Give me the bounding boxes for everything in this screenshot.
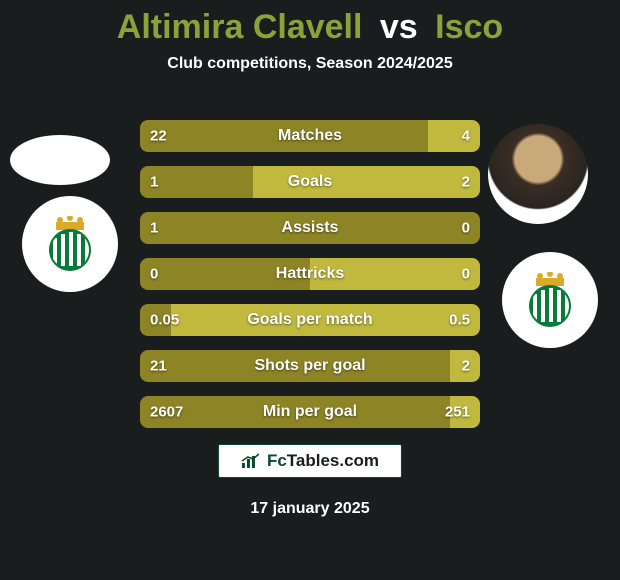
stat-value-right: 4 <box>462 128 470 145</box>
crest-icon <box>42 216 98 272</box>
subtitle: Club competitions, Season 2024/2025 <box>0 55 620 73</box>
comparison-title: Altimira Clavell vs Isco <box>0 0 620 47</box>
player2-avatar <box>488 124 588 224</box>
stat-value-left: 1 <box>150 174 158 191</box>
stat-value-right: 0.5 <box>449 312 470 329</box>
stat-row: 21 2 Shots per goal <box>140 350 480 382</box>
brand-chart-icon <box>241 453 261 469</box>
stat-row: 1 2 Goals <box>140 166 480 198</box>
player1-avatar <box>10 135 110 185</box>
brand-fc: Fc <box>267 451 287 470</box>
stat-value-left: 22 <box>150 128 167 145</box>
player1-club-crest <box>22 196 118 292</box>
stat-label: Shots per goal <box>254 357 365 375</box>
date-text: 17 january 2025 <box>250 500 369 518</box>
stat-label: Min per goal <box>263 403 357 421</box>
stat-value-right: 2 <box>462 174 470 191</box>
stat-value-left: 0 <box>150 266 158 283</box>
stat-value-right: 0 <box>462 220 470 237</box>
stat-label: Matches <box>278 127 342 145</box>
brand-badge: FcTables.com <box>218 444 402 478</box>
stat-label: Goals per match <box>247 311 372 329</box>
stat-value-right: 251 <box>445 404 470 421</box>
stat-row: 1 0 Assists <box>140 212 480 244</box>
stat-value-right: 2 <box>462 358 470 375</box>
stat-row: 2607 251 Min per goal <box>140 396 480 428</box>
vs-text: vs <box>380 8 418 47</box>
stat-bar-right <box>428 120 480 152</box>
stat-value-left: 21 <box>150 358 167 375</box>
player2-club-crest <box>502 252 598 348</box>
stat-label: Hattricks <box>276 265 344 283</box>
stat-value-left: 0.05 <box>150 312 179 329</box>
player1-name: Altimira Clavell <box>117 8 363 47</box>
stat-label: Goals <box>288 173 332 191</box>
stat-value-left: 1 <box>150 220 158 237</box>
player2-name: Isco <box>435 8 503 47</box>
crest-icon <box>522 272 578 328</box>
stat-label: Assists <box>282 219 339 237</box>
stat-value-left: 2607 <box>150 404 183 421</box>
stat-value-right: 0 <box>462 266 470 283</box>
stat-row: 0.05 0.5 Goals per match <box>140 304 480 336</box>
stats-bars: 22 4 Matches 1 2 Goals 1 0 Assists 0 0 Hattricks 0.0… <box>140 120 480 442</box>
stat-row: 0 0 Hattricks <box>140 258 480 290</box>
stat-row: 22 4 Matches <box>140 120 480 152</box>
brand-text: FcTables.com <box>267 451 379 471</box>
brand-tables: Tables.com <box>287 451 379 470</box>
